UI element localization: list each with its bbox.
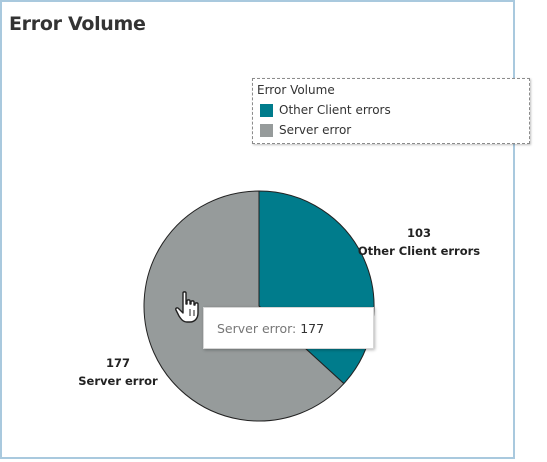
legend-swatch xyxy=(260,103,273,117)
pie-slice-server-error[interactable] xyxy=(143,190,345,422)
data-label-value: 103 xyxy=(407,226,431,240)
legend-swatch xyxy=(260,123,273,137)
tooltip-key: Server error: xyxy=(217,320,297,336)
tooltip: Server error: 177 xyxy=(203,307,374,349)
legend-label: Other Client errors xyxy=(279,103,391,117)
hand-cursor-icon xyxy=(175,291,199,323)
page-title: Error Volume xyxy=(9,13,146,35)
legend-item-server-error[interactable]: Server error xyxy=(260,122,351,138)
legend-label: Server error xyxy=(279,123,352,137)
data-label-category: Server error xyxy=(78,374,158,388)
tooltip-value: 177 xyxy=(300,320,325,336)
pie-data-labels: 103 Other Client errors 177 Server error xyxy=(78,226,480,388)
data-label-value: 177 xyxy=(106,356,130,370)
legend[interactable]: Error Volume Other Client errors Server … xyxy=(252,78,530,144)
legend-item-other-client-errors[interactable]: Other Client errors xyxy=(260,102,391,118)
data-label-category: Other Client errors xyxy=(358,244,480,258)
legend-title: Error Volume xyxy=(257,83,335,97)
